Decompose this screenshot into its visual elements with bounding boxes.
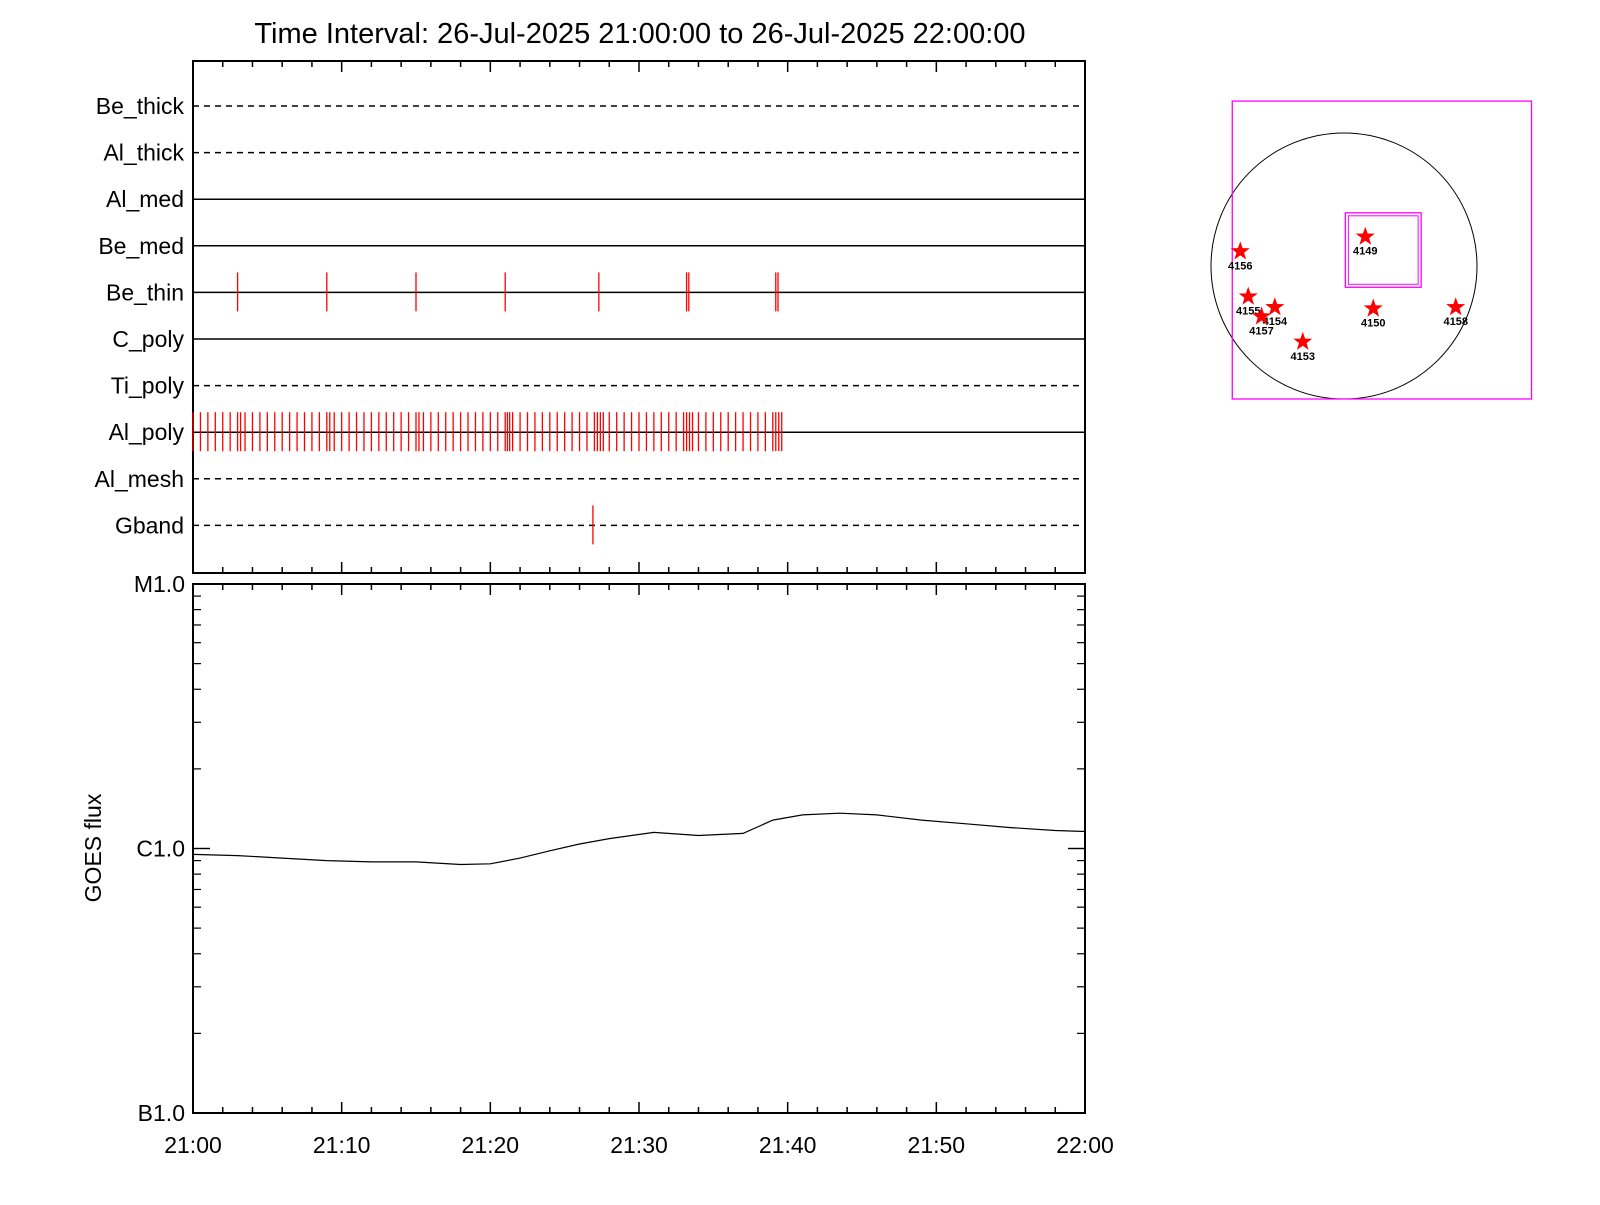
channel-label: Al_med (106, 186, 184, 212)
y-tick-label: M1.0 (134, 571, 185, 597)
active-region-star (1355, 226, 1375, 245)
active-region-label: 4149 (1353, 246, 1377, 258)
x-tick-label: 21:20 (462, 1132, 520, 1158)
fov-outer-box (1231, 100, 1533, 400)
timeline-panel: Be_thick Al_thick Al_med Be_med Be_thin C_pol… (95, 60, 1086, 574)
channel-label: Al_mesh (95, 466, 184, 492)
channel-label: Gband (115, 512, 184, 538)
channel-label: C_poly (112, 326, 184, 352)
x-tick-label: 22:00 (1056, 1132, 1114, 1158)
y-tick-label: C1.0 (136, 836, 185, 862)
active-region-star (1363, 298, 1383, 317)
timeline-frame (192, 60, 1086, 574)
active-region-star (1446, 297, 1466, 316)
goes-flux-panel: 21:00 21:10 21:20 21:30 21:40 21:50 22:00 M1.0 C… (80, 571, 1114, 1158)
active-region-label: 4157 (1249, 326, 1273, 338)
active-region-star (1238, 286, 1258, 305)
channel-label: Be_med (98, 233, 184, 259)
x-tick-label: 21:10 (313, 1132, 371, 1158)
active-region-label: 4156 (1228, 260, 1252, 272)
y-axis-label: GOES flux (80, 793, 106, 902)
active-region-label: 4150 (1361, 318, 1385, 330)
x-tick-label: 21:40 (759, 1132, 817, 1158)
channel-label: Be_thin (106, 279, 184, 305)
x-tick-label: 21:50 (908, 1132, 966, 1158)
fov-inner-box (1344, 212, 1422, 288)
x-tick-label: 21:30 (610, 1132, 668, 1158)
channel-label: Be_thick (96, 93, 185, 119)
active-region-label: 4158 (1443, 316, 1467, 328)
plot-title: Time Interval: 26-Jul-2025 21:00:00 to 2… (254, 18, 1025, 50)
fov-inner-box-2 (1347, 215, 1419, 285)
channel-label: Al_thick (103, 140, 184, 166)
active-region-star (1265, 297, 1285, 316)
x-tick-label: 21:00 (164, 1132, 222, 1158)
channel-label: Ti_poly (111, 373, 185, 399)
active-region-star (1252, 306, 1272, 325)
channel-label: Al_poly (109, 419, 185, 445)
y-tick-label: B1.0 (138, 1100, 185, 1126)
active-region-label: 4154 (1263, 316, 1288, 328)
active-region-star (1293, 331, 1313, 350)
goes-frame (192, 583, 1086, 1114)
active-region-label: 4153 (1291, 351, 1315, 363)
active-region-star (1230, 241, 1250, 260)
goes-flux-series (192, 812, 1086, 866)
